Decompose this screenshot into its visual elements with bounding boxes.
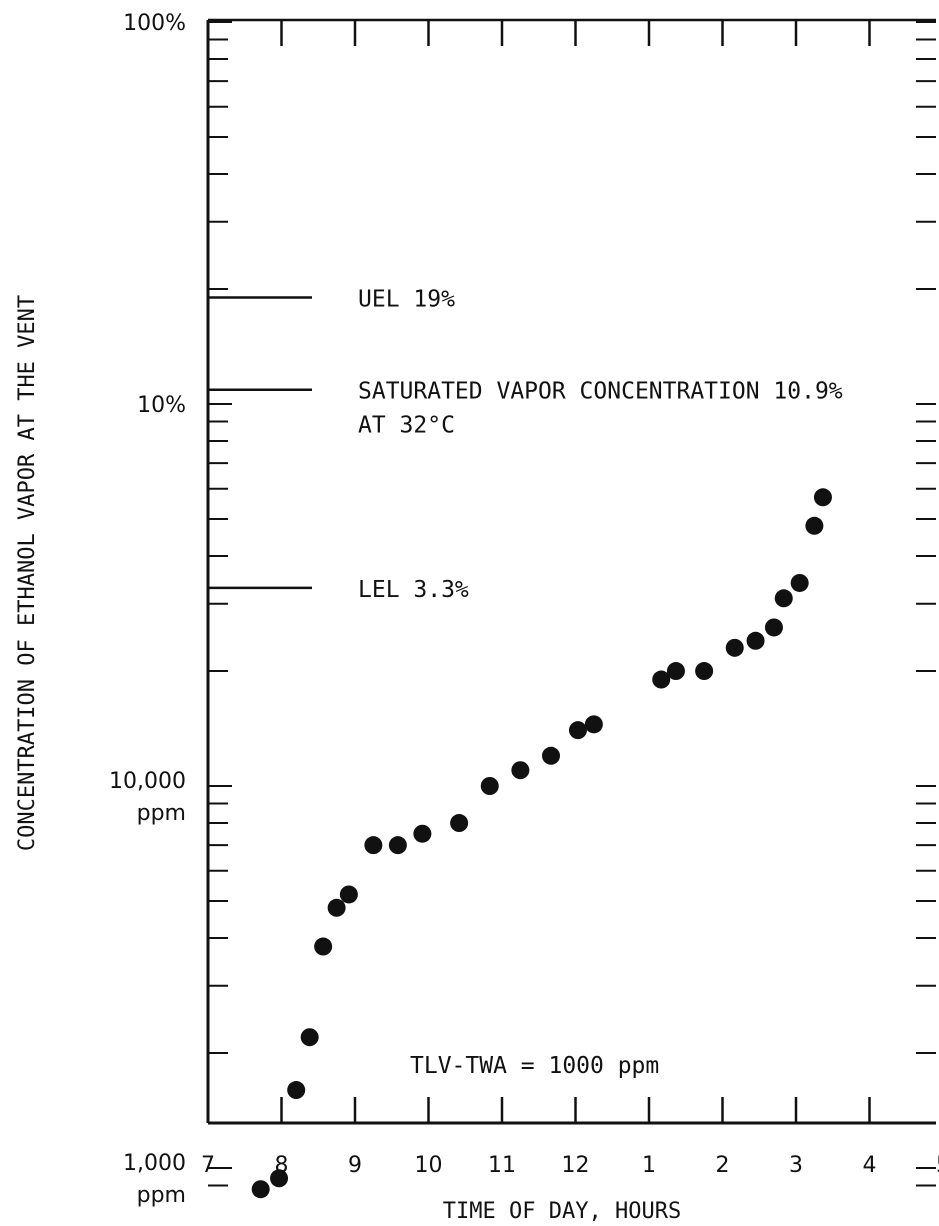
data-point: [314, 937, 333, 956]
x-axis-ticks: 78910111212345: [201, 20, 939, 1178]
data-point: [805, 516, 824, 535]
x-axis-title: TIME OF DAY, HOURS: [443, 1199, 681, 1224]
data-point: [287, 1081, 306, 1100]
data-point: [542, 746, 560, 765]
tlv-twa-annotation: TLV-TWA = 1000 ppm: [410, 1053, 659, 1079]
x-tick-label: 2: [716, 1153, 730, 1178]
data-point: [327, 898, 346, 917]
data-point: [652, 670, 671, 689]
data-point: [695, 662, 714, 681]
x-tick-label: 4: [863, 1153, 877, 1178]
data-point: [746, 631, 765, 650]
x-tick-label: 11: [488, 1153, 516, 1178]
data-point: [450, 814, 469, 833]
x-tick-label: 10: [415, 1153, 443, 1178]
data-point: [364, 836, 383, 855]
y-tick-label: 100%: [123, 11, 186, 36]
x-tick-label: 12: [562, 1153, 590, 1178]
x-tick-label: 5: [936, 1153, 939, 1178]
data-point: [790, 573, 809, 592]
reference-line-label: SATURATED VAPOR CONCENTRATION 10.9%: [358, 379, 843, 405]
reference-line-label: UEL 19%: [358, 287, 455, 313]
y-tick-label: 1,000: [123, 1151, 186, 1176]
data-point: [413, 824, 432, 843]
data-point: [584, 715, 603, 734]
data-point: [270, 1169, 289, 1188]
x-tick-label: 3: [789, 1153, 803, 1178]
y-tick-label: 10,000: [109, 769, 186, 794]
y-axis-title: CONCENTRATION OF ETHANOL VAPOR AT THE VE…: [15, 295, 40, 851]
data-point: [480, 777, 499, 795]
x-tick-label: 7: [201, 1153, 215, 1178]
y-tick-label: 10%: [137, 393, 186, 418]
data-point: [813, 488, 832, 507]
data-point: [339, 885, 358, 904]
data-point: [774, 589, 793, 608]
x-tick-label: 1: [642, 1153, 656, 1178]
data-points: [251, 488, 832, 1199]
data-point: [511, 761, 530, 780]
plot-frame: [206, 18, 936, 1125]
data-point: [666, 662, 685, 681]
data-point: [725, 638, 744, 657]
reference-lines: UEL 19% SATURATED VAPOR CONCENTRATION 10.…: [208, 287, 843, 603]
reference-line-label: AT 32°C: [358, 413, 455, 439]
data-point: [568, 721, 587, 740]
data-point: [300, 1028, 319, 1047]
data-point: [388, 836, 407, 855]
y-axis-ticks: 100% 10% 10,000 ppm 1,000 ppm: [109, 11, 936, 1208]
x-tick-label: 9: [348, 1153, 362, 1178]
reference-line-label: LEL 3.3%: [358, 577, 469, 603]
data-point: [764, 618, 783, 637]
y-tick-label: ppm: [137, 1183, 186, 1208]
data-point: [251, 1180, 270, 1199]
y-tick-label: ppm: [137, 801, 186, 826]
